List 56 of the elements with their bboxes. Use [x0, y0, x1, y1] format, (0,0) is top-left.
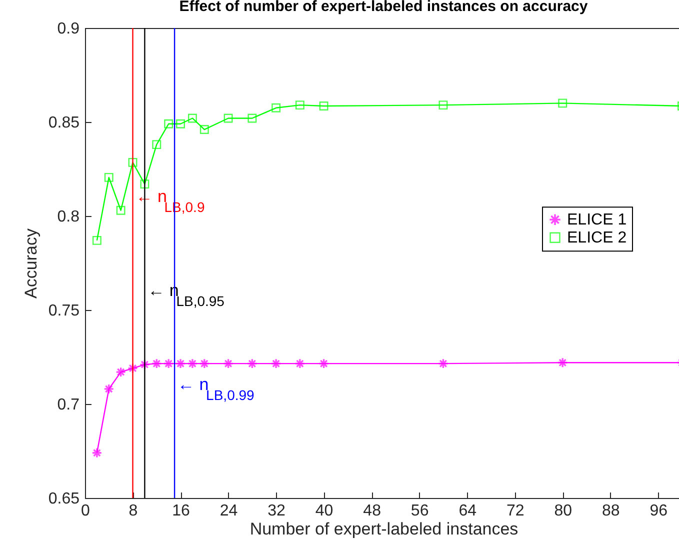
point — [92, 448, 102, 458]
x-tick-label: 24 — [220, 502, 238, 520]
y-axis-title: Accuracy — [21, 228, 40, 298]
point — [295, 359, 304, 368]
point — [104, 384, 114, 394]
point — [558, 358, 568, 368]
y-tick-label: 0.9 — [57, 20, 80, 38]
y-tick-label: 0.65 — [48, 490, 80, 508]
point — [200, 125, 209, 134]
y-tick-label: 0.8 — [57, 208, 80, 226]
point — [248, 359, 257, 368]
x-axis-title: Number of expert-labeled instances — [250, 520, 518, 538]
legend-label: ELICE 1 — [567, 212, 627, 229]
point — [164, 359, 174, 368]
point — [558, 98, 568, 108]
point — [116, 206, 126, 215]
legend-label: ELICE 2 — [567, 230, 627, 247]
point — [128, 158, 138, 167]
point — [152, 140, 162, 150]
x-tick-label: 56 — [410, 502, 429, 520]
y-tick-label: 0.7 — [57, 396, 80, 414]
point — [224, 114, 233, 123]
point — [438, 359, 448, 368]
x-tick-label: 0 — [81, 502, 90, 520]
point — [438, 100, 448, 110]
point — [319, 359, 328, 368]
y-tick-label: 0.75 — [48, 302, 80, 320]
point — [116, 368, 126, 377]
point — [224, 359, 233, 368]
point — [152, 359, 162, 368]
y-tick-label: 0.85 — [48, 114, 80, 132]
point — [200, 359, 209, 368]
point — [272, 103, 281, 112]
point — [272, 359, 281, 368]
x-tick-label: 80 — [554, 502, 572, 520]
x-tick-label: 8 — [128, 502, 138, 520]
x-tick-label: 40 — [315, 502, 334, 520]
point — [176, 119, 185, 128]
point — [140, 180, 150, 189]
x-tick-label: 48 — [363, 502, 382, 520]
x-tick-label: 96 — [650, 502, 668, 520]
point — [176, 359, 185, 368]
point — [295, 100, 304, 110]
x-tick-label: 88 — [602, 502, 620, 520]
x-tick-label: 64 — [458, 502, 477, 520]
chart-title: Effect of number of expert-labeled instances on accuracy — [179, 0, 588, 15]
x-tick-label: 16 — [172, 502, 190, 520]
point — [188, 359, 197, 368]
x-tick-label: 32 — [268, 502, 286, 520]
point — [164, 119, 174, 128]
point — [104, 172, 114, 182]
x-tick-label: 72 — [506, 502, 524, 520]
point — [319, 102, 328, 110]
point — [248, 114, 257, 123]
point — [92, 236, 102, 245]
point — [188, 114, 197, 123]
